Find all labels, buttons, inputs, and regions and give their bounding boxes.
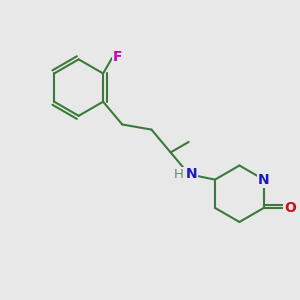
Text: N: N (185, 167, 197, 181)
Text: N: N (258, 172, 270, 187)
Text: O: O (284, 201, 296, 215)
Text: H: H (173, 168, 183, 181)
Text: F: F (112, 50, 122, 64)
